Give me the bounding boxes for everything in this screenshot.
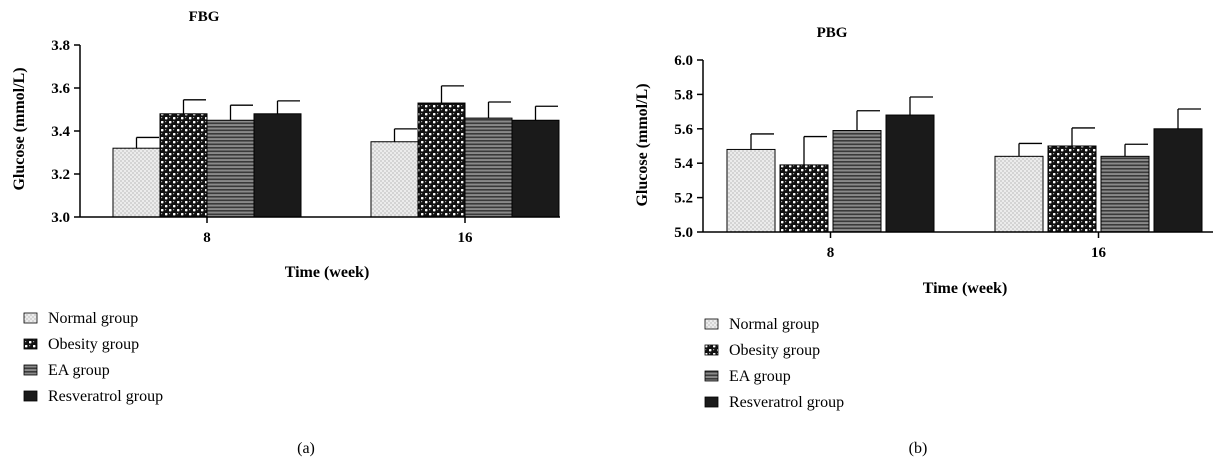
legend-label: Resveratrol group: [48, 388, 163, 405]
x-tick-label: 8: [827, 245, 835, 261]
bar: [726, 148, 776, 233]
bar: [885, 114, 935, 233]
y-axis-label: Glucose (mmol/L): [11, 67, 28, 190]
y-tick-label: 5.8: [674, 87, 693, 103]
y-tick-label: 5.6: [674, 122, 693, 138]
bar: [370, 141, 419, 218]
chart-title: PBG: [817, 25, 848, 41]
y-tick-label: 5.4: [674, 156, 693, 172]
bar: [112, 147, 161, 218]
x-axis-label: Time (week): [285, 264, 370, 281]
chart-title: FBG: [189, 9, 220, 25]
y-tick-label: 5.0: [674, 225, 693, 241]
legend-label: Normal group: [729, 316, 819, 333]
bar: [511, 119, 560, 218]
x-tick-label: 16: [458, 230, 474, 246]
bar: [1153, 128, 1203, 233]
legend-label: Normal group: [48, 310, 138, 327]
bar: [779, 164, 829, 233]
plot-area: 5.0 5.2 5.4 5.6 5.8 6.0 8 16: [674, 53, 1213, 261]
legend-swatch: [704, 318, 719, 330]
legend-label: Resveratrol group: [729, 394, 844, 411]
bar: [464, 117, 513, 218]
chart-panel-b: PBG Glucose (mmol/L) Time (week) 5.05.25…: [634, 25, 1213, 457]
bar: [1100, 155, 1150, 233]
plot-area: 3.0 3.2 3.4 3.6 3.8 8 16: [51, 38, 560, 246]
legend-swatch: [23, 312, 38, 324]
legend: Normal group Obesity group EA group Resvera…: [23, 310, 163, 405]
legend-swatch: [704, 344, 719, 356]
bar: [253, 113, 302, 218]
y-tick-label: 3.0: [51, 210, 70, 226]
bar: [417, 102, 466, 218]
y-tick-label: 3.4: [51, 124, 70, 140]
legend-swatch: [23, 364, 38, 376]
legend: Normal group Obesity group EA group Resvera…: [704, 316, 844, 411]
x-tick-label: 16: [1091, 245, 1107, 261]
legend-swatch: [704, 370, 719, 382]
x-tick-label: 8: [203, 230, 211, 246]
legend-label: EA group: [729, 368, 791, 385]
legend-swatch: [704, 396, 719, 408]
legend-swatch: [23, 390, 38, 402]
legend-label: EA group: [48, 362, 110, 379]
y-axis-label: Glucose (mmol/L): [634, 83, 651, 206]
bar: [206, 119, 255, 218]
legend-swatch: [23, 338, 38, 350]
bar: [832, 130, 882, 233]
y-tick-label: 5.2: [674, 191, 693, 207]
bar: [159, 113, 208, 218]
panel-caption: (b): [909, 440, 928, 457]
y-tick-label: 3.2: [51, 167, 70, 183]
y-tick-label: 3.6: [51, 81, 70, 97]
panel-caption: (a): [297, 440, 315, 457]
y-tick-label: 3.8: [51, 38, 70, 54]
bar: [1047, 145, 1097, 233]
bar: [994, 155, 1044, 233]
legend-label: Obesity group: [729, 342, 820, 359]
x-axis-label: Time (week): [923, 280, 1008, 297]
chart-panel-a: FBG Glucose (mmol/L) Time (week) 3.03.23…: [11, 9, 560, 457]
legend-label: Obesity group: [48, 336, 139, 353]
y-tick-label: 6.0: [674, 53, 693, 69]
